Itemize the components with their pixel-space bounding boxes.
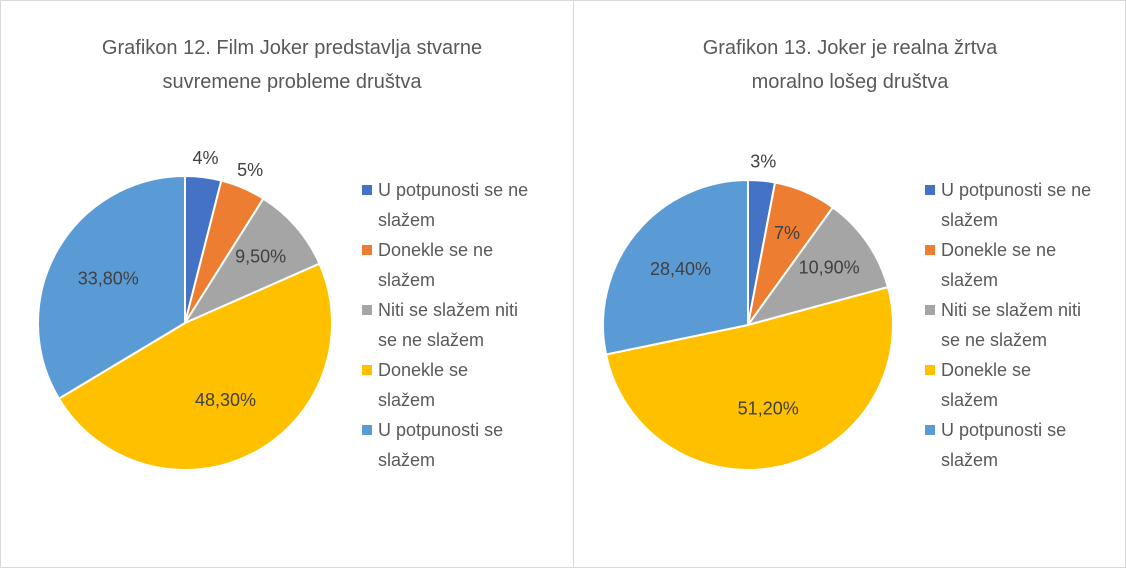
legend-label: U potpunosti se slažem	[941, 420, 1067, 470]
chart-title: Grafikon 12. Film Joker predstavlja stva…	[101, 37, 483, 93]
data-label: 28,40%	[650, 259, 711, 279]
legend: U potpunosti se ne slažem Donekle se ne s…	[362, 175, 530, 475]
legend-label: U potpunosti se ne slažem	[378, 180, 529, 230]
legend-item: U potpunosti se ne slažem	[925, 175, 1093, 235]
pie-slice	[57, 262, 333, 472]
legend-label: U potpunosti se ne slažem	[941, 180, 1092, 230]
legend-item: Niti se slažem niti se ne slažem	[925, 295, 1093, 355]
data-label: 5%	[237, 160, 263, 180]
legend-swatch	[925, 365, 935, 375]
legend-item: Niti se slažem niti se ne slažem	[362, 295, 530, 355]
data-label: 4%	[193, 148, 219, 168]
legend-label: U potpunosti se slažem	[378, 420, 504, 470]
pie-slice	[37, 174, 186, 400]
legend-swatch	[362, 185, 372, 195]
legend-swatch	[925, 305, 935, 315]
data-label: 10,90%	[799, 258, 860, 278]
data-label: 9,50%	[235, 246, 286, 266]
data-label: 51,20%	[738, 398, 799, 418]
legend-item: U potpunosti se slažem	[362, 415, 530, 475]
legend-swatch	[362, 365, 372, 375]
legend-swatch	[362, 305, 372, 315]
legend-item: Donekle se ne slažem	[362, 235, 530, 295]
legend-swatch	[362, 425, 372, 435]
data-label: 7%	[774, 223, 800, 243]
legend-swatch	[925, 185, 935, 195]
pie-slice	[602, 178, 749, 356]
legend-item: Donekle se slažem	[362, 355, 530, 415]
legend: U potpunosti se ne slažem Donekle se ne s…	[925, 175, 1093, 475]
legend-item: U potpunosti se slažem	[925, 415, 1093, 475]
data-label: 48,30%	[195, 390, 256, 410]
data-label: 33,80%	[78, 268, 139, 288]
legend-label: Donekle se slažem	[941, 360, 1032, 410]
pie-slice	[604, 285, 894, 471]
legend-item: Donekle se slažem	[925, 355, 1093, 415]
legend-label: Niti se slažem niti se ne slažem	[941, 300, 1082, 350]
data-label: 3%	[750, 151, 776, 171]
legend-swatch	[362, 245, 372, 255]
pie-slice	[182, 197, 321, 326]
legend-swatch	[925, 245, 935, 255]
legend-label: Niti se slažem niti se ne slažem	[378, 300, 519, 350]
legend-item: U potpunosti se ne slažem	[362, 175, 530, 235]
legend-label: Donekle se ne slažem	[941, 240, 1057, 290]
legend-label: Donekle se slažem	[378, 360, 469, 410]
legend-item: Donekle se ne slažem	[925, 235, 1093, 295]
legend-label: Donekle se ne slažem	[378, 240, 494, 290]
chart-title: Grafikon 13. Joker je realna žrtva moral…	[702, 37, 998, 93]
legend-swatch	[925, 425, 935, 435]
